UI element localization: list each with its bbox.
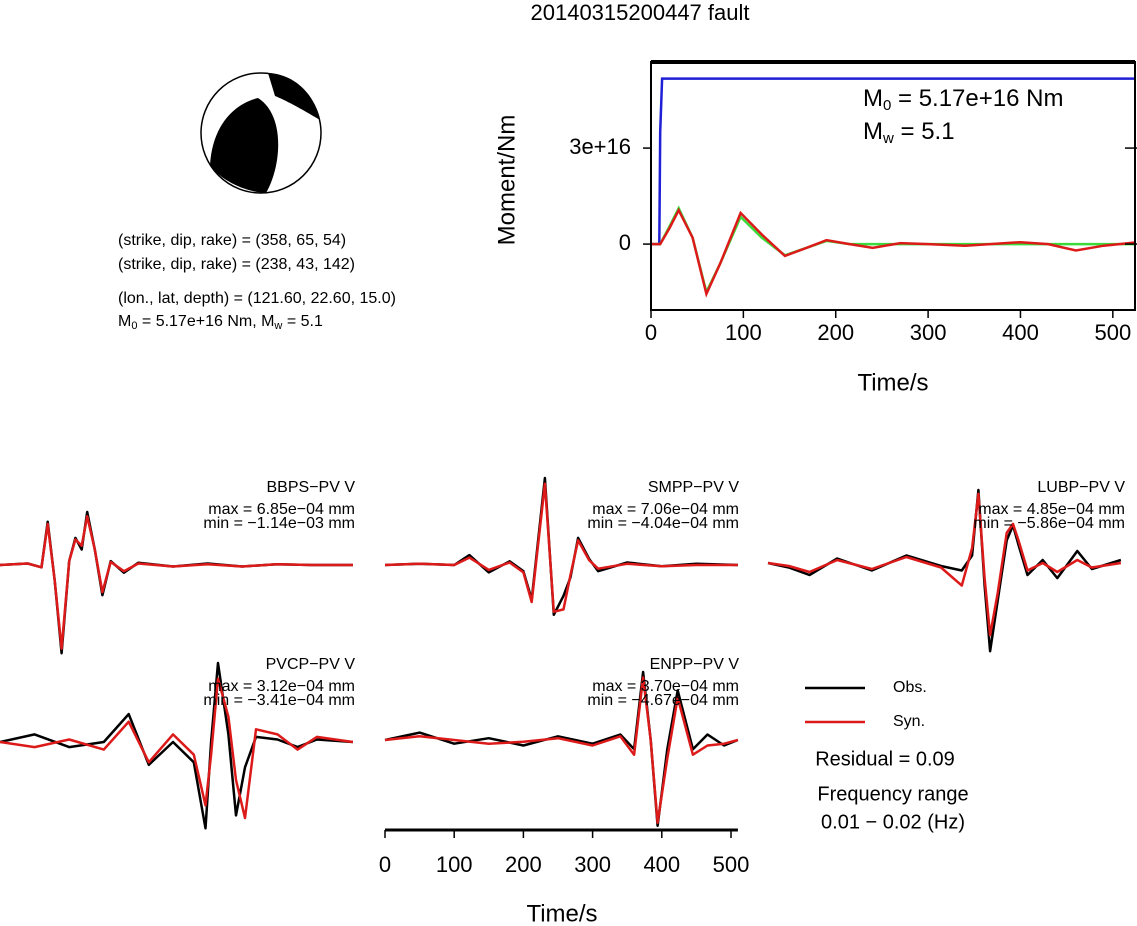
station-name: ENPP−PV V xyxy=(650,656,740,673)
residual: Residual = 0.09 xyxy=(815,748,955,770)
mw-sub: w xyxy=(273,320,282,332)
y-tick-label: 3e+16 xyxy=(569,134,631,159)
syn-trace xyxy=(0,677,354,820)
beachball xyxy=(200,72,322,194)
annotation: Mw = 5.1 xyxy=(863,118,955,147)
x-tick-label: 500 xyxy=(1094,320,1131,345)
annotation-sub: w xyxy=(882,130,894,147)
x-tick-label: 400 xyxy=(643,852,680,877)
x-tick-label: 300 xyxy=(910,320,947,345)
x-tick-label: 0 xyxy=(645,320,657,345)
x-tick-label: 500 xyxy=(713,852,750,877)
moment-line: M0 = 5.17e+16 Nm, Mw = 5.1 xyxy=(118,313,323,332)
max-label: max = 3.70e−04 mm xyxy=(592,678,739,695)
x-tick-label: 200 xyxy=(817,320,854,345)
moment-line xyxy=(651,205,1135,296)
syn-trace xyxy=(0,515,353,650)
moment-line xyxy=(651,207,1135,298)
min-label: min = −3.41e−04 mm xyxy=(203,692,355,709)
station-name: BBPS−PV V xyxy=(267,479,356,496)
m0-symbol: M xyxy=(118,313,131,330)
max-label: max = 7.06e−04 mm xyxy=(592,501,739,518)
syn-trace xyxy=(384,676,739,824)
max-label: max = 3.12e−04 mm xyxy=(208,678,355,695)
annotation-text: = 5.1 xyxy=(894,118,955,145)
y-axis-label: Moment/Nm xyxy=(493,115,520,246)
x-tick-label: 400 xyxy=(1002,320,1039,345)
annotation-text: = 5.17e+16 Nm xyxy=(891,85,1063,112)
station-name: PVCP−PV V xyxy=(266,656,356,673)
min-label: min = −4.04e−04 mm xyxy=(587,515,739,532)
m0-text: = 5.17e+16 Nm, xyxy=(137,313,261,330)
syn-trace xyxy=(767,492,1122,637)
station-name: SMPP−PV V xyxy=(648,479,739,496)
max-label: max = 4.85e−04 mm xyxy=(978,501,1125,518)
m0-sub: 0 xyxy=(131,320,137,332)
obs-trace xyxy=(384,476,738,617)
annotation-sub: 0 xyxy=(883,97,891,114)
legend-label: Obs. xyxy=(893,679,927,696)
annotation-symbol: M xyxy=(863,85,883,112)
x-axis-label: Time/s xyxy=(857,369,928,396)
focal-line: (lon., lat, depth) = (121.60, 22.60, 15.… xyxy=(118,290,396,307)
x-axis-label: Time/s xyxy=(526,900,597,926)
annotation: M0 = 5.17e+16 Nm xyxy=(863,85,1063,114)
max-label: max = 6.85e−04 mm xyxy=(208,501,355,518)
legend-label: Syn. xyxy=(893,713,925,730)
y-tick-label: 0 xyxy=(619,230,631,255)
min-label: min = −4.67e−04 mm xyxy=(587,692,739,709)
syn-trace xyxy=(384,482,738,614)
mw-text: = 5.1 xyxy=(282,313,323,330)
obs-trace xyxy=(0,510,353,655)
x-tick-label: 200 xyxy=(505,852,542,877)
x-tick-label: 300 xyxy=(574,852,611,877)
frequency-range: 0.01 − 0.02 (Hz) xyxy=(821,811,965,833)
focal-line: (strike, dip, rake) = (238, 43, 142) xyxy=(118,256,355,273)
min-label: min = −5.86e−04 mm xyxy=(973,515,1125,532)
focal-line: (strike, dip, rake) = (358, 65, 54) xyxy=(118,232,346,249)
x-tick-label: 100 xyxy=(436,852,473,877)
annotation-symbol: M xyxy=(863,118,883,145)
station-name: LUBP−PV V xyxy=(1037,479,1125,496)
min-label: min = −1.14e−03 mm xyxy=(203,515,355,532)
x-tick-label: 0 xyxy=(379,852,391,877)
mw-symbol: M xyxy=(261,313,274,330)
x-tick-label: 100 xyxy=(725,320,762,345)
frequency-title: Frequency range xyxy=(817,783,968,805)
figure-title: 20140315200447 fault xyxy=(531,0,750,25)
